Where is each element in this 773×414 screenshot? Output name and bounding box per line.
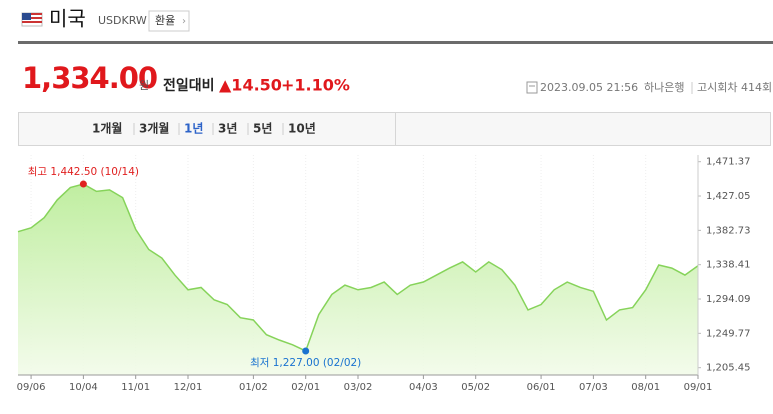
x-tick-label: 09/01: [684, 382, 713, 393]
area: [18, 184, 698, 375]
x-tick-label: 01/02: [239, 382, 268, 393]
x-tick-label: 03/02: [344, 382, 373, 393]
x-tick-label: 08/01: [631, 382, 660, 393]
annotation-label: 최고 1,442.50 (10/14): [28, 166, 139, 178]
button-arrow: ›: [182, 16, 186, 27]
annotation-dot: [79, 180, 87, 188]
tabs: 1개월 3개월 1년 3년 5년 10년: [92, 121, 316, 136]
tab[interactable]: 1년: [184, 122, 203, 136]
x-tick-label: 05/02: [461, 382, 490, 393]
y-tick-label: 1,427.05: [706, 191, 751, 202]
x-tick-label: 10/04: [69, 382, 98, 393]
tab[interactable]: 10년: [288, 122, 316, 136]
tab-bar: [18, 112, 771, 146]
y-tick-label: 1,205.45: [706, 363, 751, 374]
tab[interactable]: 1개월: [92, 121, 122, 136]
price-unit: 원: [139, 79, 149, 92]
change-label: 전일대비: [163, 77, 215, 94]
x-tick-label: 02/01: [291, 382, 320, 393]
annotation-dot: [302, 347, 310, 355]
x-tick-label: 04/03: [409, 382, 438, 393]
round: 고시회차 414회: [697, 81, 772, 94]
change: ▲14.50: [219, 76, 282, 95]
x-tick-label: 12/01: [174, 382, 203, 393]
bank: 하나은행: [644, 80, 684, 94]
clock-icon: [526, 81, 538, 94]
annotation-label: 최저 1,227.00 (02/02): [250, 357, 361, 369]
line: [17, 183, 699, 353]
country: 미국: [49, 7, 86, 31]
x-tick-label: 07/03: [579, 382, 608, 393]
x-tick-label: 06/01: [527, 382, 556, 393]
datetime: 2023.09.05 21:56: [540, 81, 638, 94]
tab[interactable]: 3년: [218, 122, 237, 136]
y-tick-label: 1,249.77: [706, 328, 751, 339]
x-tick-label: 11/01: [121, 382, 150, 393]
y-tick-label: 1,382.73: [706, 225, 751, 236]
change-pct: +1.10%: [281, 76, 350, 95]
button-label[interactable]: 환율: [155, 14, 175, 27]
y-tick-label: 1,294.09: [706, 294, 751, 305]
header-rule: [18, 41, 773, 44]
y-tick-label: 1,471.37: [706, 157, 751, 168]
y-tick-label: 1,338.41: [706, 260, 751, 271]
tab[interactable]: 5년: [253, 122, 272, 136]
button-bg[interactable]: [148, 10, 190, 32]
tab[interactable]: 3개월: [139, 121, 169, 136]
chart: 09/06 10/04 11/01 12/01 01/02 02/01 03/02 04/03…: [17, 155, 751, 393]
code: USDKRW: [98, 14, 147, 27]
flag-icon: [21, 12, 43, 27]
x-tick-label: 09/06: [17, 382, 46, 393]
price: 1,334.00: [22, 61, 157, 95]
